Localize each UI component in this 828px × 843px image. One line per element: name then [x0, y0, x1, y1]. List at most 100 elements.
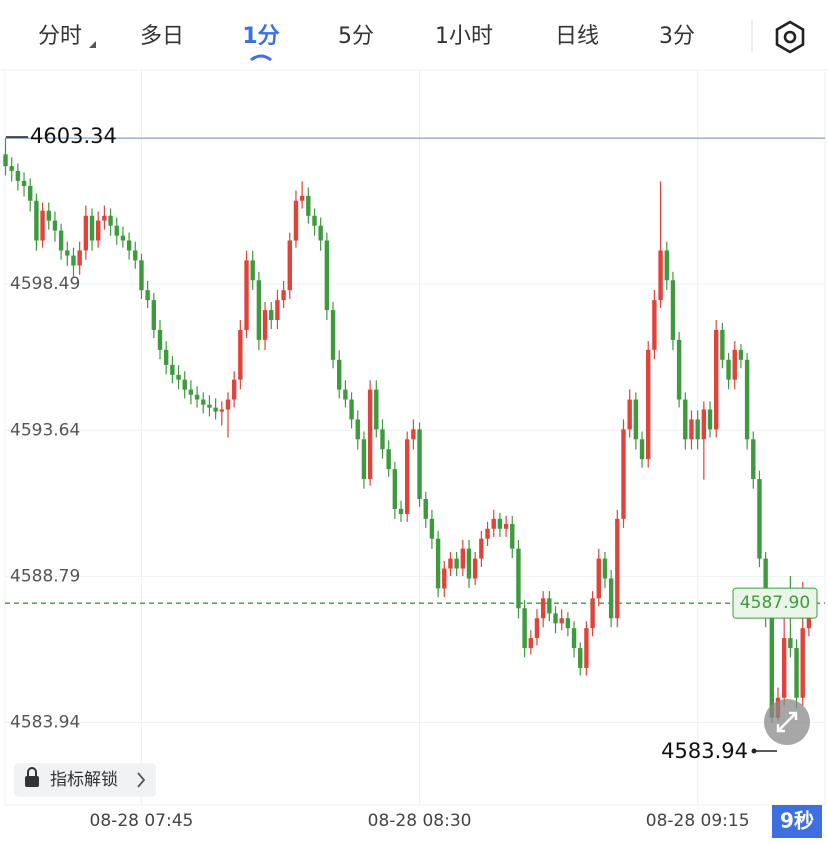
- candle-body: [522, 608, 527, 649]
- dropdown-caret: [89, 41, 96, 48]
- candle-body: [627, 399, 632, 430]
- candle-body: [213, 407, 218, 412]
- candle-body: [621, 429, 626, 519]
- candle-body: [701, 409, 707, 440]
- candle-body: [429, 518, 435, 539]
- candle-body: [738, 349, 744, 360]
- zoom-button[interactable]: [764, 699, 810, 745]
- candle-body: [405, 439, 410, 515]
- overlay: 4598.49 4593.64 4588.79 4583.94 08-28 07:45 0…: [5, 124, 825, 831]
- candle-body: [547, 598, 552, 614]
- candle-body: [194, 394, 200, 400]
- y-tick-label: 4583.94: [10, 712, 80, 732]
- candle-body: [386, 449, 391, 470]
- high-label: 4603.34: [30, 124, 117, 148]
- candle-body: [337, 359, 342, 390]
- candle-body: [89, 215, 95, 241]
- candle-body: [275, 300, 280, 321]
- candle-body: [472, 558, 478, 579]
- candle-body: [559, 618, 564, 624]
- candle-body: [615, 518, 620, 619]
- tab[interactable]: 1小时: [435, 24, 493, 49]
- tab[interactable]: 1分: [242, 24, 279, 49]
- candle-body: [479, 538, 484, 559]
- candle-body: [689, 419, 694, 440]
- candle-body: [380, 429, 385, 450]
- plot-frame: [4, 69, 826, 806]
- candle-body: [139, 260, 144, 291]
- candle-body: [9, 166, 14, 171]
- candle-body: [435, 538, 441, 589]
- candle-body: [151, 300, 157, 330]
- candle-body: [349, 399, 354, 420]
- candle-body: [510, 523, 515, 549]
- countdown: 9秒: [780, 809, 814, 833]
- candle-body: [367, 389, 373, 480]
- x-tick-label: 08-28 08:30: [368, 811, 472, 831]
- candle-body: [108, 215, 113, 226]
- tab[interactable]: 5分: [338, 24, 374, 49]
- candle-body: [40, 210, 45, 241]
- candle-body: [133, 250, 138, 261]
- candle-body: [466, 548, 472, 579]
- candle-body: [374, 389, 379, 430]
- candle-body: [448, 558, 453, 569]
- tab[interactable]: 多日: [140, 24, 184, 49]
- candle-body: [485, 528, 490, 539]
- x-tick-label: 08-28 09:15: [646, 811, 750, 831]
- tab[interactable]: 日线: [555, 24, 599, 49]
- candle-body: [720, 329, 725, 360]
- candle-body: [732, 349, 737, 380]
- candle-body: [398, 508, 404, 515]
- low-label: 4583.94: [661, 739, 748, 763]
- candle-body: [584, 628, 589, 668]
- candle-body: [58, 230, 64, 251]
- candle-body: [244, 260, 249, 330]
- tab[interactable]: 3分: [659, 24, 695, 49]
- last-price-label: 4587.90: [740, 593, 810, 613]
- candle-body: [15, 170, 21, 181]
- candle-body: [126, 240, 132, 251]
- candle-body: [238, 329, 243, 380]
- tab[interactable]: 分时: [38, 24, 82, 49]
- candle-body: [21, 180, 27, 186]
- candle-body: [293, 200, 299, 241]
- candle-body: [318, 225, 323, 241]
- candle-body: [417, 429, 422, 499]
- candle-body: [553, 613, 558, 624]
- candle-body: [503, 523, 509, 529]
- candle-body: [281, 290, 286, 301]
- candle-body: [442, 568, 447, 589]
- candle-body: [534, 618, 540, 639]
- candle-body: [788, 638, 793, 649]
- candle-body: [231, 379, 237, 400]
- candle-body: [96, 220, 101, 241]
- candle-body: [540, 598, 546, 619]
- candle-body: [633, 399, 639, 440]
- candle-body: [157, 329, 163, 350]
- unlock-button[interactable]: 指标解锁: [14, 763, 156, 797]
- candle-body: [608, 578, 614, 619]
- candle-body: [145, 290, 150, 301]
- candle-body: [392, 469, 398, 509]
- candle-body: [361, 439, 367, 480]
- candle-body: [565, 618, 571, 629]
- unlock-label[interactable]: 指标解锁: [50, 770, 118, 790]
- candle-body: [52, 220, 58, 231]
- candle-body: [219, 409, 224, 412]
- candle-body: [528, 638, 533, 649]
- candle-body: [676, 339, 682, 400]
- candle-body: [800, 628, 805, 698]
- candle-body: [188, 389, 194, 395]
- candle-body: [225, 399, 231, 410]
- candle-body: [250, 260, 255, 281]
- candle-body: [256, 280, 262, 340]
- settings-icon[interactable]: [775, 20, 805, 54]
- candle-body: [34, 200, 39, 241]
- candle-body: [664, 250, 669, 281]
- candle-body: [590, 598, 595, 629]
- candle-body: [670, 280, 676, 340]
- candle-body: [28, 185, 33, 201]
